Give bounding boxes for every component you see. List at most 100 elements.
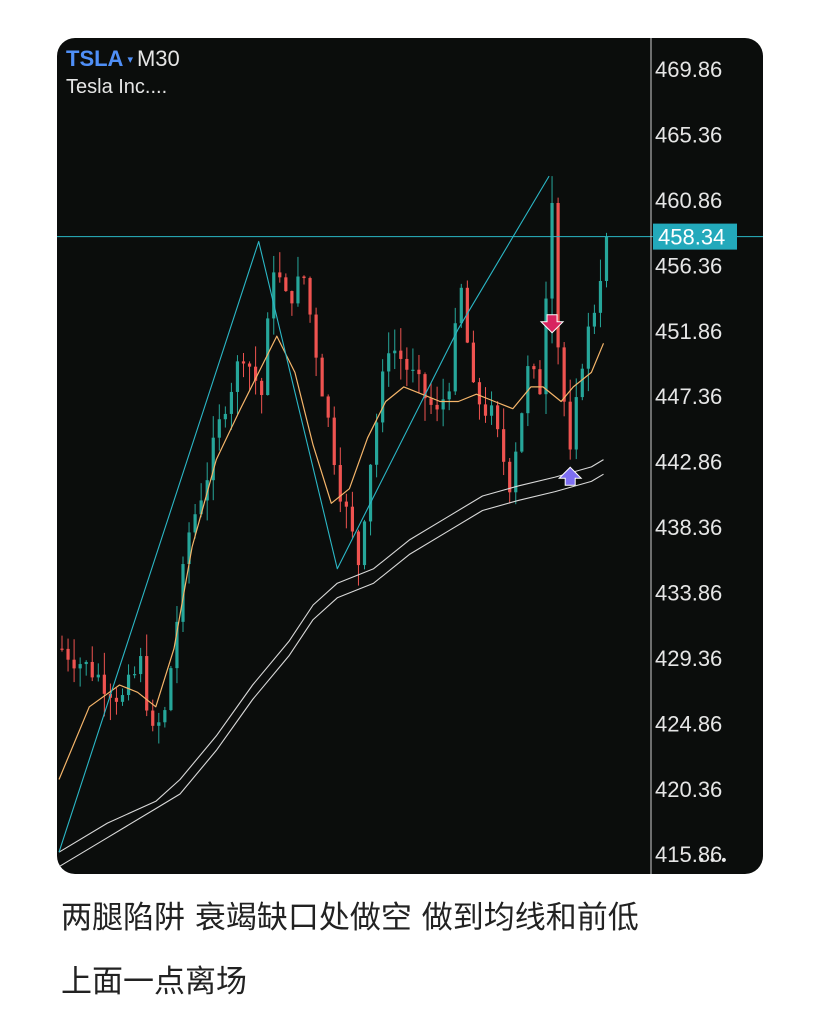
candle: [508, 458, 512, 504]
candle: [356, 529, 361, 586]
candle-body: [411, 369, 415, 371]
candle: [284, 273, 288, 292]
candle: [435, 386, 439, 422]
candle: [574, 378, 578, 460]
y-tick-label: 424.86: [655, 711, 722, 736]
candle-body: [580, 368, 584, 398]
candle: [532, 363, 536, 379]
candle-body: [381, 371, 385, 423]
y-tick-label: 433.86: [655, 581, 722, 606]
candle-body: [247, 363, 252, 367]
symbol-label[interactable]: TSLA: [66, 46, 124, 71]
candle-body: [356, 531, 361, 566]
chevron-down-icon[interactable]: ▾: [127, 52, 133, 66]
more-options-icon[interactable]: •••: [697, 853, 731, 869]
candle-body: [556, 202, 560, 348]
y-tick-label: 465.36: [655, 123, 722, 148]
candle-body: [278, 272, 282, 278]
candle: [338, 447, 342, 513]
candle-body: [477, 382, 482, 405]
candle: [108, 683, 112, 721]
candle-body: [471, 342, 475, 383]
candle-body: [102, 674, 106, 694]
candle-body: [586, 326, 590, 369]
candle-body: [387, 353, 391, 372]
y-tick-label: 429.36: [655, 646, 722, 671]
candle-body: [211, 437, 215, 481]
candle: [453, 307, 457, 395]
candle: [514, 442, 518, 505]
candle-body: [60, 648, 64, 650]
candle: [604, 232, 609, 288]
candle: [393, 329, 397, 370]
candle: [169, 666, 173, 712]
candle-body: [302, 276, 306, 279]
y-tick-label: 447.36: [655, 384, 722, 409]
candle: [241, 352, 246, 378]
candle-body: [489, 405, 494, 416]
candle: [496, 401, 500, 438]
y-tick-label: 420.36: [655, 777, 722, 802]
candle-body: [145, 656, 149, 711]
y-tick-label: 456.36: [655, 253, 722, 278]
y-tick-label: 415.86: [655, 842, 722, 867]
candle: [193, 504, 197, 539]
candle-body: [66, 648, 70, 660]
candle-body: [447, 391, 451, 400]
candle-body: [254, 366, 258, 381]
chart-panel[interactable]: 469.86 465.36 460.86 456.36 451.86 447.36 442.…: [57, 38, 763, 874]
candle: [350, 491, 354, 538]
candle-body: [126, 674, 131, 696]
candle-body: [320, 357, 324, 397]
candle-body: [514, 451, 518, 493]
candle: [278, 252, 282, 283]
candle: [102, 652, 106, 717]
candle-body: [266, 318, 270, 396]
y-tick-label: 438.36: [655, 515, 722, 540]
candle: [411, 348, 415, 383]
candle-body: [332, 417, 336, 466]
candle-body: [96, 674, 100, 678]
candle-body: [72, 659, 76, 669]
candle: [326, 394, 330, 428]
candle-body: [157, 722, 161, 726]
candle: [381, 359, 385, 433]
candle-body: [338, 465, 342, 502]
candle-body: [84, 661, 88, 665]
candle: [157, 712, 161, 744]
candle-body: [526, 366, 530, 414]
candle-body: [562, 347, 566, 402]
y-tick-label: 460.86: [655, 188, 722, 213]
candle: [133, 666, 137, 679]
symbol-header[interactable]: TSLA ▾ M30: [66, 46, 180, 72]
slow-ma-upper-line: [58, 459, 604, 853]
candle: [568, 379, 572, 460]
candle: [368, 464, 373, 536]
candle-body: [235, 361, 240, 392]
candle-body: [435, 404, 439, 410]
timeframe-label[interactable]: M30: [136, 46, 180, 71]
candle-body: [139, 656, 143, 675]
candle: [320, 353, 324, 397]
company-name: Tesla Inc....: [66, 76, 168, 98]
candle: [217, 404, 221, 451]
y-tick-label: 451.86: [655, 319, 722, 344]
candle: [302, 275, 306, 285]
candle-body: [241, 361, 246, 364]
candle-body: [568, 401, 572, 450]
candle-body: [151, 710, 155, 726]
candle-body: [598, 280, 603, 313]
candle-body: [314, 314, 318, 358]
candle-body: [441, 399, 445, 410]
candle: [538, 360, 542, 395]
candlestick-chart[interactable]: 469.86 465.36 460.86 456.36 451.86 447.36 442.…: [57, 38, 763, 874]
candle-body: [308, 278, 312, 315]
candle: [272, 255, 276, 335]
candle: [586, 312, 590, 392]
candle-body: [483, 404, 488, 416]
candle-body: [296, 276, 300, 304]
buy-arrow-icon: [557, 466, 583, 486]
y-tick-label: 469.86: [655, 57, 722, 82]
candle-body: [133, 674, 137, 676]
candle: [139, 647, 143, 683]
